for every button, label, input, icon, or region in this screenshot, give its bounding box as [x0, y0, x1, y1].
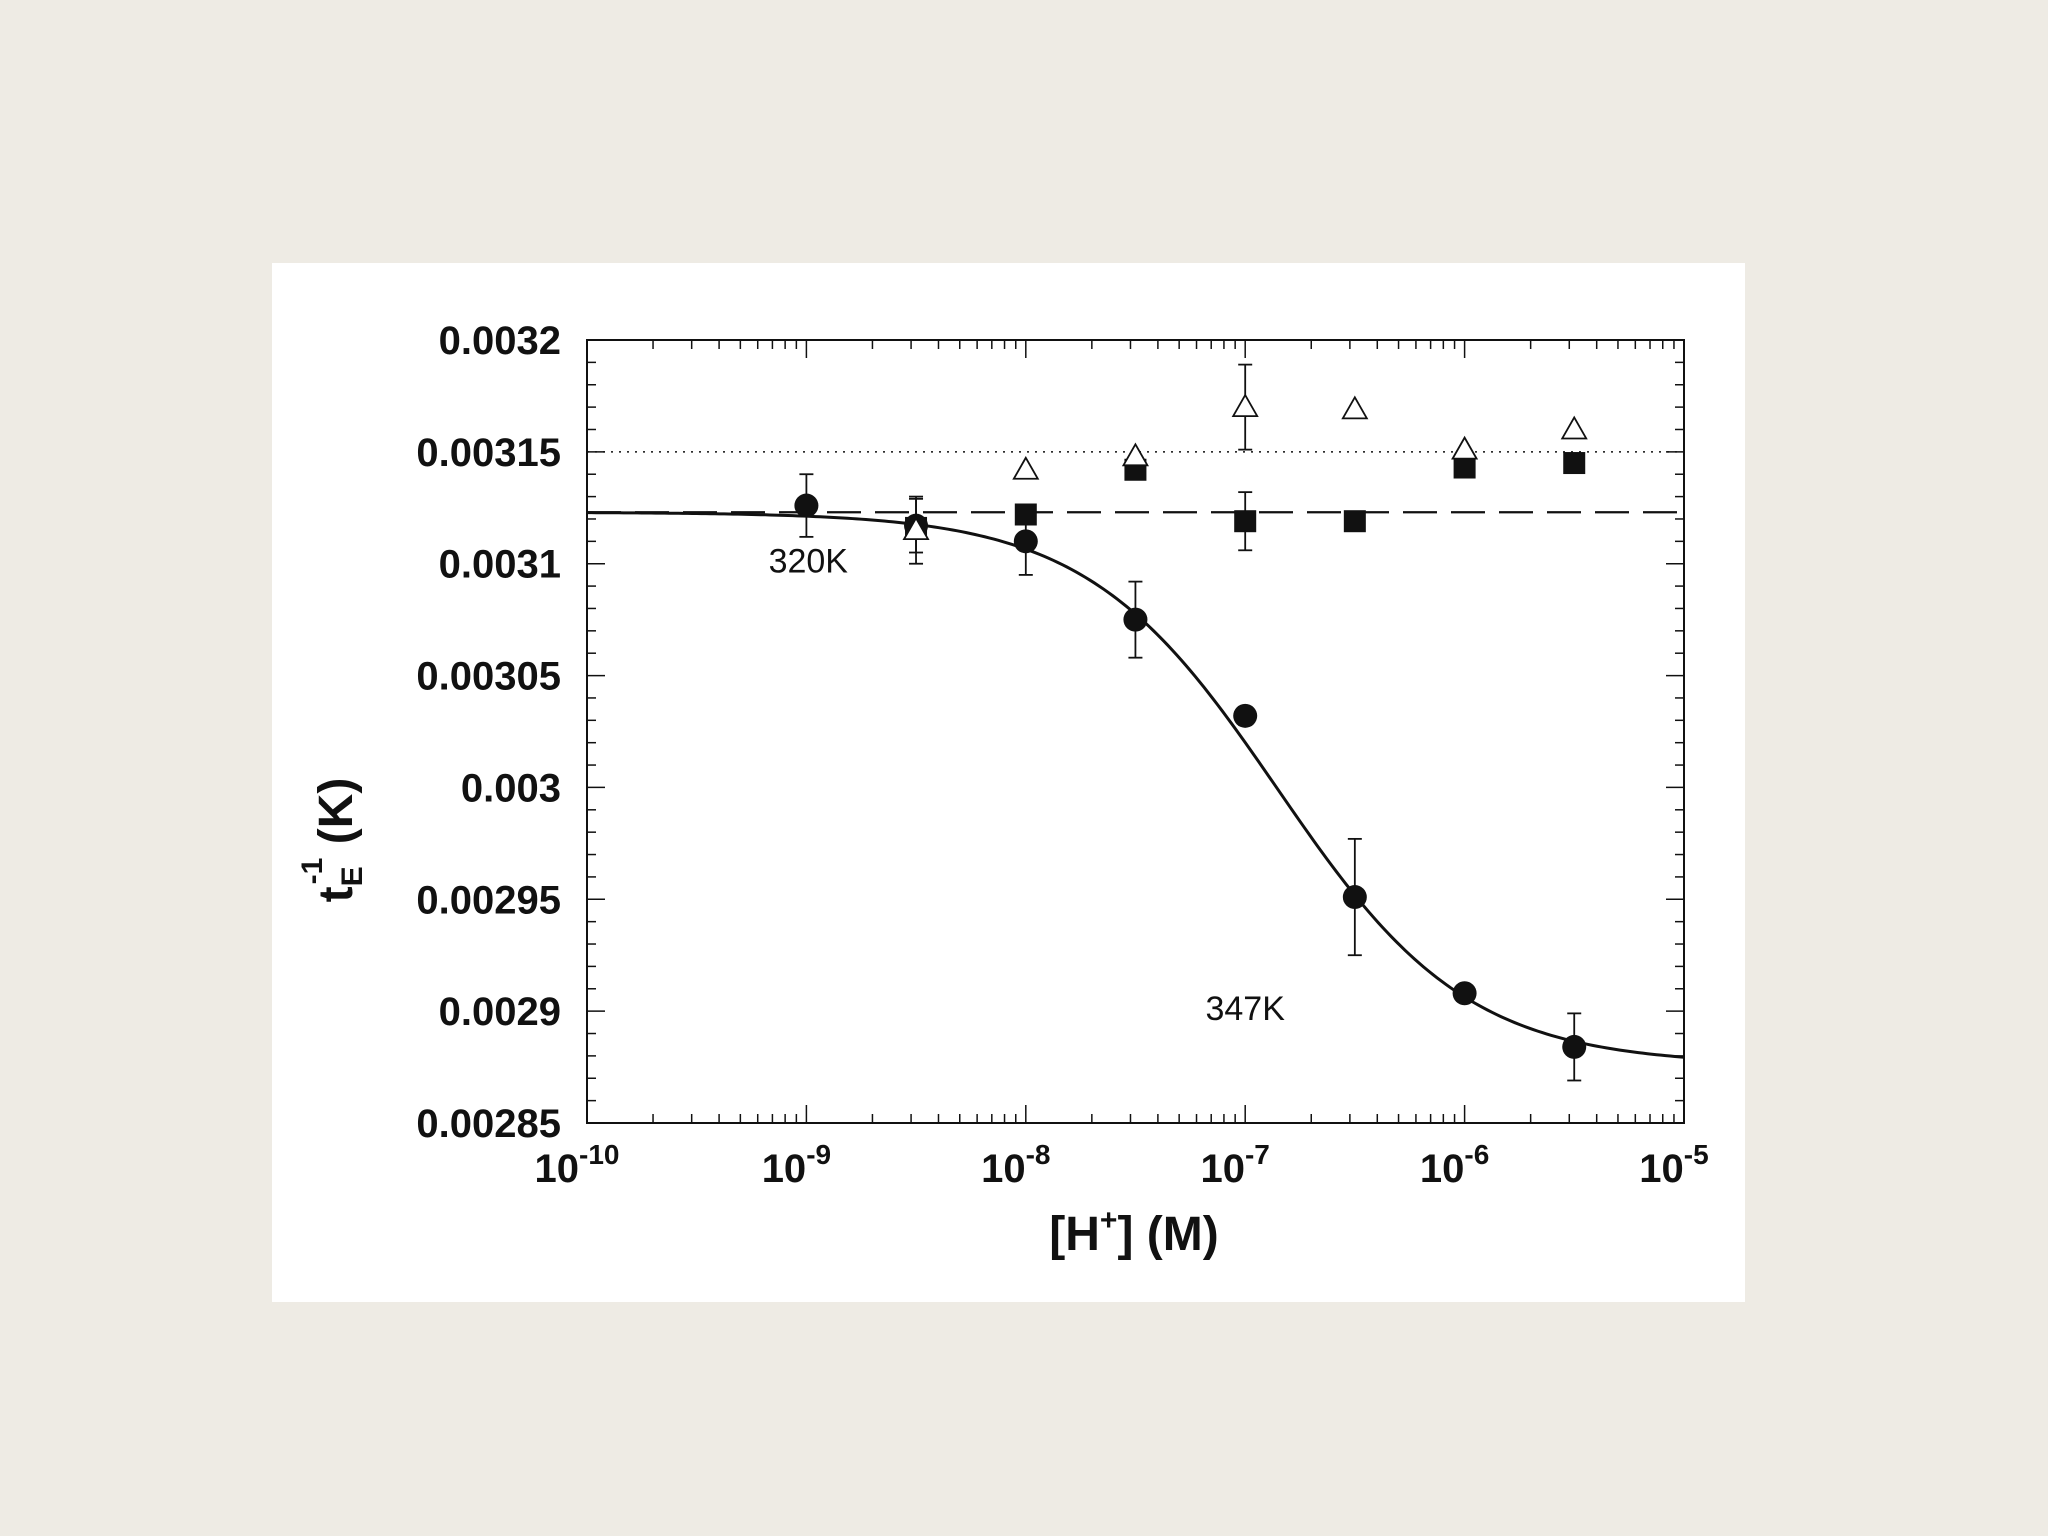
square-point — [1234, 510, 1257, 533]
y-tick-label: 0.00295 — [416, 878, 561, 922]
square-point — [1563, 452, 1586, 475]
x-tick-label: 10-8 — [981, 1139, 1050, 1191]
triangle-point — [1012, 455, 1040, 480]
annotation-label: 320K — [769, 543, 849, 581]
triangle-point — [1341, 395, 1369, 420]
x-tick-label: 10-7 — [1200, 1139, 1269, 1191]
annotations: 320K 347K — [769, 543, 1286, 1028]
y-tick-label: 0.0029 — [439, 990, 561, 1034]
chart-panel: 0.00285 0.0029 0.00295 0.003 0.00305 0.0031 0.… — [272, 263, 1745, 1302]
y-tick-label: 0.00285 — [416, 1102, 561, 1146]
plot-frame — [586, 339, 1685, 1124]
x-tick-label: 10-10 — [535, 1139, 620, 1191]
square-point — [1014, 503, 1037, 526]
circle-point — [1342, 885, 1367, 910]
circle-point — [1562, 1034, 1587, 1059]
chart-svg: 0.00285 0.0029 0.00295 0.003 0.00305 0.0031 0.… — [296, 319, 1709, 1261]
triangle-point — [902, 516, 930, 541]
x-tick-labels: 10-10 10-9 10-8 10-7 10-6 10-5 — [535, 1139, 1709, 1191]
circle-point — [1233, 703, 1258, 728]
triangle-point — [1451, 435, 1479, 460]
y-tick-label: 0.00305 — [416, 655, 561, 699]
data-points — [794, 363, 1588, 1082]
triangle-point — [1560, 415, 1588, 440]
y-axis-label: tE-1 (K) — [296, 778, 369, 903]
x-tick-label: 10-9 — [762, 1139, 831, 1191]
triangle-point — [1121, 442, 1149, 467]
triangle-point — [1231, 393, 1259, 418]
circle-point — [1452, 981, 1477, 1006]
x-tick-label: 10-5 — [1639, 1139, 1708, 1191]
y-tick-label: 0.0032 — [439, 319, 561, 363]
square-point — [1453, 456, 1476, 479]
circle-point — [1013, 529, 1038, 554]
plot-frame-rect — [586, 339, 1685, 1124]
y-tick-label: 0.003 — [461, 766, 561, 810]
x-tick-label: 10-6 — [1420, 1139, 1489, 1191]
square-point — [1343, 510, 1366, 533]
x-axis-label: [H+] (M) — [1049, 1204, 1218, 1261]
circle-point — [1123, 607, 1148, 632]
y-tick-labels: 0.00285 0.0029 0.00295 0.003 0.00305 0.0031 0.… — [416, 319, 561, 1146]
circle-point — [794, 493, 819, 518]
reference-lines — [587, 451, 1684, 514]
annotation-label: 347K — [1205, 990, 1285, 1028]
y-tick-label: 0.00315 — [416, 431, 561, 475]
y-tick-label: 0.0031 — [439, 543, 561, 587]
